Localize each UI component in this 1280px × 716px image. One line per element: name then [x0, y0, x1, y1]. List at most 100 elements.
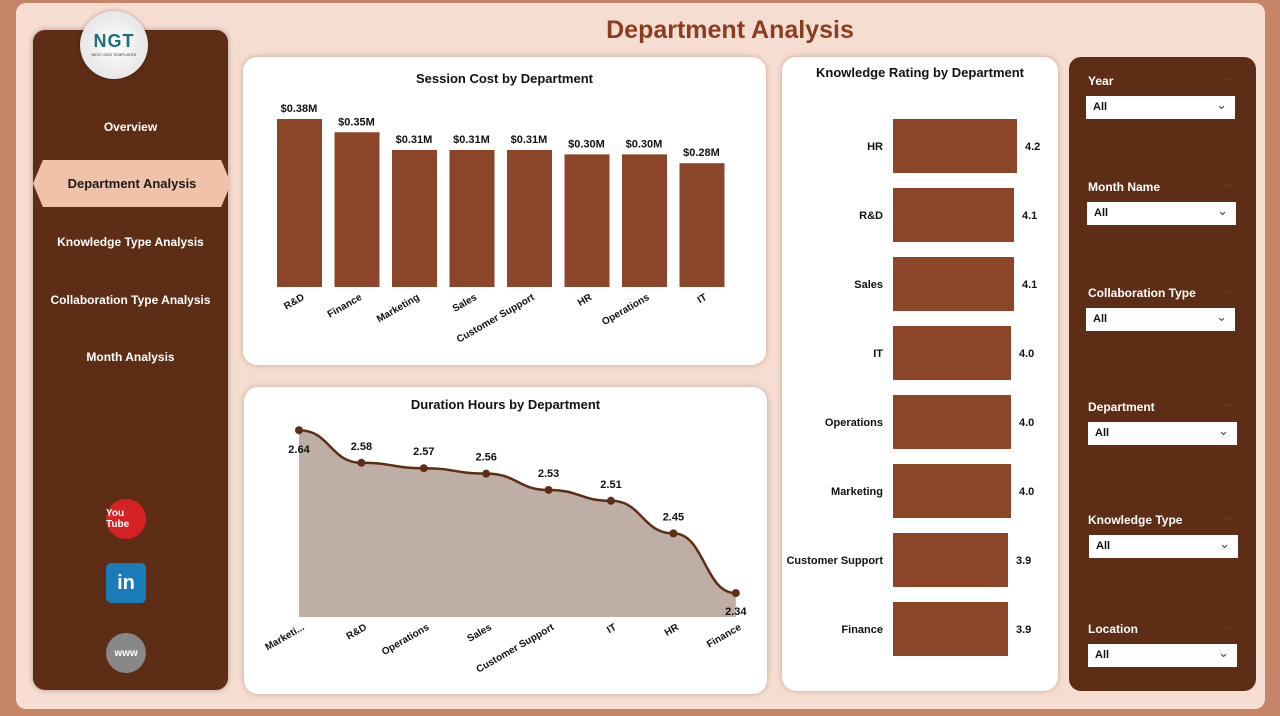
bar — [507, 149, 552, 287]
x-tick-label: Operations — [380, 622, 432, 658]
chevron-down-icon: ⌄ — [1219, 536, 1230, 551]
bar — [893, 533, 1008, 587]
linkedin-icon[interactable]: in — [106, 563, 146, 603]
nav-collaboration-type-analysis[interactable]: Collaboration Type Analysis — [50, 293, 211, 307]
bar — [893, 464, 1011, 518]
x-tick-label: Finance — [326, 292, 365, 321]
filter-dropdown[interactable]: All ⌄ — [1086, 96, 1235, 119]
youtube-icon[interactable]: You Tube — [106, 499, 146, 539]
chevron-down-icon[interactable]: ﹀ — [1222, 184, 1232, 195]
bar — [893, 119, 1017, 173]
duration-hours-chart: Duration Hours by Department 2.64 Marketi… — [244, 387, 767, 694]
x-tick-label: HR — [576, 292, 595, 309]
data-label: 2.53 — [538, 468, 559, 480]
logo: NGT NEXT GEN TEMPLATES — [80, 11, 148, 79]
data-label: 2.64 — [288, 444, 310, 456]
filter-panel — [1069, 57, 1256, 691]
x-tick-label: R&D — [345, 622, 369, 642]
filter-value: All — [1093, 313, 1108, 325]
y-tick-label: Finance — [841, 624, 883, 636]
data-label: 4.2 — [1025, 141, 1040, 153]
filter-label: Knowledge Type — [1088, 513, 1183, 527]
y-tick-label: HR — [867, 141, 883, 153]
data-point — [482, 469, 491, 478]
x-tick-label: Marketi... — [263, 622, 306, 653]
data-point — [357, 458, 366, 467]
data-label: $0.38M — [281, 103, 318, 115]
x-tick-label: R&D — [282, 292, 306, 312]
chevron-down-icon: ⌄ — [1218, 645, 1229, 660]
y-tick-label: R&D — [859, 210, 883, 222]
filter-label: Location — [1088, 622, 1138, 636]
bar — [334, 132, 380, 287]
filter-dropdown[interactable]: All ⌄ — [1087, 202, 1236, 225]
data-label: 2.45 — [663, 511, 684, 523]
data-point — [607, 496, 615, 505]
bar — [893, 602, 1008, 656]
data-label: $0.30M — [626, 138, 663, 150]
bar — [449, 149, 495, 287]
y-tick-label: Operations — [825, 417, 883, 429]
data-point — [669, 529, 678, 538]
globe-icon[interactable]: www — [106, 633, 146, 673]
nav-overview[interactable]: Overview — [103, 120, 158, 134]
chart-title: Session Cost by Department — [416, 71, 593, 86]
data-label: 2.51 — [600, 479, 621, 491]
data-label: $0.35M — [338, 116, 375, 128]
x-tick-label: IT — [605, 622, 618, 636]
chevron-down-icon[interactable]: ﹀ — [1222, 290, 1232, 301]
bar — [893, 257, 1014, 311]
x-tick-label: Operations — [600, 292, 652, 328]
data-label: 2.58 — [351, 441, 372, 453]
chevron-down-icon[interactable]: ﹀ — [1222, 517, 1232, 528]
session-cost-chart: Session Cost by Department $0.38M R&D $0.3… — [243, 57, 766, 365]
filter-dropdown[interactable]: All ⌄ — [1086, 308, 1235, 331]
filter-label: Collaboration Type — [1088, 286, 1196, 300]
chevron-down-icon[interactable]: ﹀ — [1222, 78, 1232, 89]
bar — [564, 154, 610, 287]
x-tick-label: Finance — [705, 622, 744, 651]
filter-dropdown[interactable]: All ⌄ — [1088, 422, 1237, 445]
data-label: 4.1 — [1022, 210, 1037, 222]
data-point — [544, 485, 553, 494]
data-label: $0.31M — [511, 134, 548, 146]
filter-dropdown[interactable]: All ⌄ — [1088, 644, 1237, 667]
y-tick-label: IT — [873, 348, 883, 360]
chevron-down-icon: ⌄ — [1216, 97, 1227, 112]
data-point — [419, 464, 428, 473]
nav-department-analysis[interactable]: Department Analysis — [33, 160, 231, 207]
nav-knowledge-type-analysis[interactable]: Knowledge Type Analysis — [57, 235, 204, 249]
data-label: 4.0 — [1019, 486, 1034, 498]
chevron-down-icon: ⌄ — [1218, 423, 1229, 438]
x-tick-label: Marketing — [375, 292, 421, 325]
chevron-down-icon[interactable]: ﹀ — [1222, 626, 1232, 637]
nav-month-analysis[interactable]: Month Analysis — [86, 350, 175, 364]
x-tick-label: IT — [696, 292, 709, 306]
x-tick-label: Sales — [466, 622, 495, 645]
filter-value: All — [1093, 101, 1108, 113]
knowledge-rating-chart: Knowledge Rating by Department HR 4.2 R&D 4… — [782, 57, 1058, 691]
data-label: 4.0 — [1019, 348, 1034, 360]
data-label: 3.9 — [1016, 555, 1031, 567]
bar — [277, 119, 322, 287]
chart-title: Knowledge Rating by Department — [815, 65, 1025, 80]
filter-label: Department — [1088, 400, 1155, 414]
data-label: 4.1 — [1022, 279, 1037, 291]
chevron-down-icon[interactable]: ﹀ — [1222, 404, 1232, 415]
chevron-down-icon: ⌄ — [1217, 203, 1228, 218]
bar — [679, 163, 725, 287]
filter-value: All — [1096, 540, 1111, 552]
bar — [392, 149, 437, 287]
bar — [893, 395, 1011, 449]
filter-label: Month Name — [1088, 180, 1160, 194]
data-label: 4.0 — [1019, 417, 1034, 429]
bar — [893, 188, 1014, 242]
y-tick-label: Customer Support — [786, 555, 883, 567]
chevron-down-icon: ⌄ — [1216, 309, 1227, 324]
y-tick-label: Sales — [854, 279, 883, 291]
filter-value: All — [1094, 207, 1109, 219]
filter-dropdown[interactable]: All ⌄ — [1089, 535, 1238, 558]
data-label: $0.30M — [568, 138, 605, 150]
data-label: 2.56 — [475, 452, 496, 464]
page-title: Department Analysis — [606, 16, 854, 44]
